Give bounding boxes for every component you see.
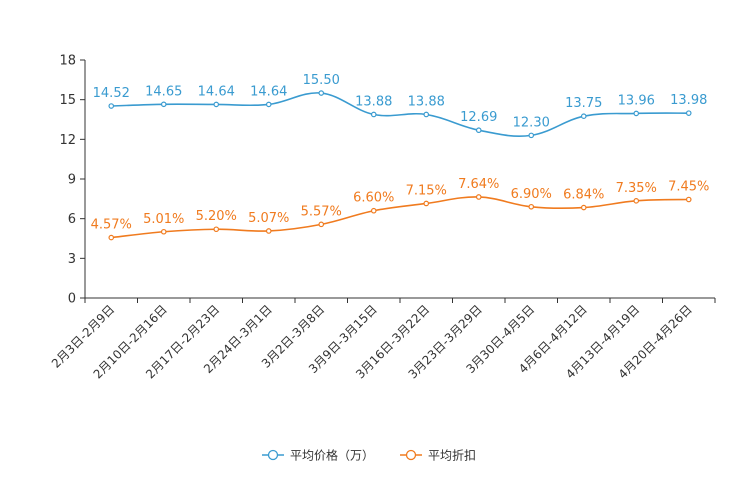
data-point (213, 101, 220, 108)
data-point (160, 228, 167, 235)
data-point (318, 221, 325, 228)
data-point (370, 111, 377, 118)
data-label: 13.96 (618, 93, 655, 108)
data-label: 15.50 (303, 73, 340, 88)
data-point (108, 103, 115, 109)
data-point (160, 101, 167, 108)
y-tick-label: 3 (68, 252, 76, 267)
data-label: 5.20% (196, 209, 237, 224)
data-point (580, 204, 587, 211)
data-label: 7.64% (458, 177, 499, 192)
y-tick-label: 6 (68, 212, 76, 227)
legend-swatch-marker (405, 449, 417, 461)
series-1: 4.57% 5.01% 5.20% 5.07% 5.57% 6.60% 7.15% 7.64%… (91, 177, 709, 241)
series-0: 14.52 14.65 14.64 14.64 15.50 13.88 13.88 12.69… (93, 73, 707, 139)
data-label: 12.69 (460, 110, 497, 125)
series-layer: 14.52 14.65 14.64 14.64 15.50 13.88 13.88 12.69… (91, 73, 709, 241)
data-label: 5.07% (248, 211, 289, 226)
legend: 平均价格（万） 平均折扣 (262, 448, 476, 463)
y-tick-label: 0 (68, 292, 76, 307)
y-tick-label: 12 (59, 133, 76, 148)
data-point (213, 226, 220, 233)
data-label: 5.57% (301, 204, 342, 219)
data-point (318, 90, 325, 96)
data-label: 4.57% (91, 218, 132, 233)
series-line (111, 92, 689, 137)
data-label: 6.90% (511, 187, 552, 202)
y-tick-label: 18 (59, 54, 76, 69)
data-label: 12.30 (513, 115, 550, 130)
legend-label: 平均价格（万） (290, 448, 374, 463)
data-point (370, 207, 377, 214)
legend-item-1: 平均折扣 (400, 448, 476, 463)
data-point (108, 234, 115, 241)
legend-label: 平均折扣 (428, 448, 476, 463)
data-label: 7.15% (406, 183, 447, 198)
data-label: 6.60% (353, 191, 394, 206)
y-tick-label: 9 (68, 173, 76, 188)
data-label: 5.01% (143, 212, 184, 227)
data-label: 7.35% (616, 181, 657, 196)
data-point (685, 110, 692, 116)
data-point (265, 228, 272, 234)
data-label: 13.88 (408, 94, 445, 109)
y-tick-label: 15 (59, 93, 76, 108)
data-label: 14.65 (145, 84, 182, 99)
data-point (475, 194, 482, 200)
data-label: 13.75 (565, 96, 602, 111)
data-point (633, 198, 640, 204)
data-label: 7.45% (668, 179, 709, 194)
legend-swatch-marker (267, 449, 279, 461)
data-point (528, 203, 535, 210)
data-label: 14.64 (198, 84, 235, 99)
data-label: 6.84% (563, 188, 604, 203)
data-point (580, 113, 587, 119)
data-point (528, 132, 535, 139)
data-point (685, 196, 692, 203)
data-point (265, 101, 272, 108)
data-point (475, 127, 482, 134)
data-point (423, 200, 430, 207)
data-point (423, 111, 430, 118)
data-label: 13.88 (355, 94, 392, 109)
data-label: 14.52 (93, 86, 130, 101)
data-point (633, 110, 640, 117)
data-label: 13.98 (670, 93, 707, 108)
data-label: 14.64 (250, 84, 287, 99)
legend-item-0: 平均价格（万） (262, 448, 374, 463)
series-line (111, 196, 689, 239)
